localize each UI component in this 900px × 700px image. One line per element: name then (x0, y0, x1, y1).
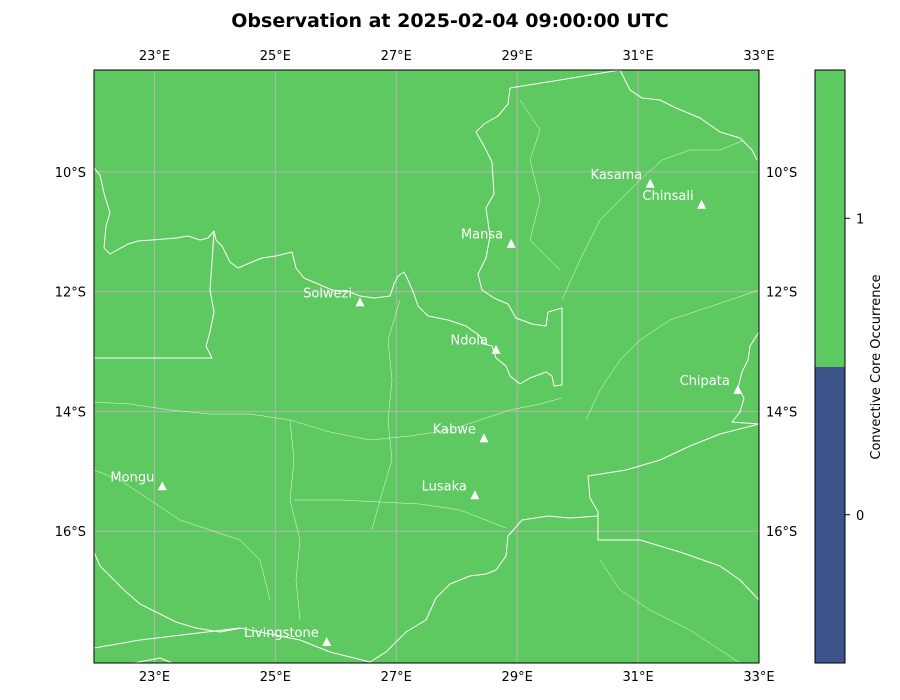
lon-tick-label-top: 27°E (381, 49, 412, 64)
city-solwezi: Solwezi (303, 286, 365, 307)
city-marker-icon (697, 199, 707, 209)
lat-tick-label-right: 12°S (766, 286, 797, 301)
city-livingstone: Livingstone (244, 626, 332, 647)
city-chinsali: Chinsali (642, 189, 707, 209)
province-line-6 (585, 289, 760, 421)
city-marker-icon (157, 481, 167, 491)
city-label: Chipata (680, 374, 730, 389)
city-label: Kabwe (433, 422, 476, 437)
botswana-border (133, 657, 173, 664)
province-line-5 (561, 139, 746, 301)
lon-tick-label-top: 23°E (139, 49, 170, 64)
lon-tick-label-bottom: 29°E (502, 670, 533, 685)
city-label: Kasama (591, 168, 643, 183)
city-label: Mongu (110, 470, 154, 485)
angola-border-south (93, 551, 243, 633)
city-marker-icon (322, 637, 332, 647)
city-label: Livingstone (244, 626, 319, 641)
map-gridlines (94, 70, 759, 663)
map-title: Observation at 2025-02-04 09:00:00 UTC (231, 10, 669, 32)
city-kabwe: Kabwe (433, 422, 489, 443)
zimbabwe-border (369, 515, 599, 663)
city-marker-icon (479, 433, 489, 443)
map-background (94, 70, 759, 663)
city-label: Solwezi (303, 286, 352, 301)
colorbar-segment-0 (815, 367, 845, 663)
lon-tick-label-bottom: 27°E (381, 670, 412, 685)
colorbar-label: Convective Core Occurrence (869, 274, 884, 459)
city-kasama: Kasama (591, 168, 655, 188)
city-marker-icon (491, 344, 501, 354)
lat-tick-label-right: 10°S (766, 166, 797, 181)
lake-tanganyika-border (509, 69, 621, 89)
tanzania-border (619, 69, 758, 161)
lat-tick-label-right: 16°S (766, 525, 797, 540)
city-markers: Kasama Chinsali Mansa Solwezi Ndola Chipata Ka… (110, 168, 743, 647)
province-line-4 (294, 499, 507, 529)
province-line-1 (93, 397, 563, 441)
province-line-3 (371, 299, 401, 531)
city-lusaka: Lusaka (422, 479, 480, 500)
city-marker-icon (733, 384, 743, 394)
namibia-caprivi-border (93, 627, 371, 663)
city-marker-icon (645, 178, 655, 188)
province-line-2 (289, 419, 301, 621)
city-chipata: Chipata (680, 374, 743, 394)
colorbar-segment-1 (815, 70, 845, 367)
province-line-8 (599, 559, 741, 664)
colorbar: 10 Convective Core Occurrence (814, 69, 884, 664)
colorbar-frame (814, 69, 846, 664)
city-marker-icon (355, 297, 365, 307)
lat-tick-label-left: 12°S (55, 286, 86, 301)
lon-tick-label-bottom: 31°E (622, 670, 653, 685)
lat-tick-label-left: 16°S (55, 525, 86, 540)
drc-pedicle-border (475, 87, 563, 385)
colorbar-ticks: 10 (845, 212, 864, 524)
zambia-border-north-west (93, 167, 563, 387)
city-mansa: Mansa (461, 228, 516, 248)
lon-tick-label-top: 33°E (743, 49, 774, 64)
lat-tick-label-right: 14°S (766, 405, 797, 420)
lon-tick-label-top: 25°E (260, 49, 291, 64)
mozambique-border (587, 423, 760, 601)
lon-tick-label-bottom: 25°E (260, 670, 291, 685)
lat-tick-label-left: 10°S (55, 166, 86, 181)
zambia-border-west-bump (94, 230, 215, 359)
province-line-7 (519, 99, 561, 271)
city-label: Chinsali (642, 189, 693, 204)
lon-tick-label-bottom: 33°E (743, 670, 774, 685)
city-ndola: Ndola (451, 334, 501, 354)
lon-tick-label-top: 31°E (622, 49, 653, 64)
city-label: Mansa (461, 228, 503, 243)
country-borders (93, 69, 760, 664)
city-label: Ndola (451, 334, 489, 349)
map-frame (93, 69, 760, 664)
city-label: Lusaka (422, 479, 467, 494)
axis-labels: 23°E 23°E 25°E 25°E 27°E 27°E 29°E 29°E 31°E 31°E… (55, 49, 798, 685)
lat-tick-label-left: 14°S (55, 405, 86, 420)
lon-tick-label-top: 29°E (502, 49, 533, 64)
colorbar-tick-label: 0 (856, 509, 864, 524)
city-marker-icon (506, 238, 516, 248)
province-line-9 (93, 469, 271, 601)
colorbar-tick-label: 1 (856, 212, 864, 227)
city-marker-icon (470, 490, 480, 500)
lon-tick-label-bottom: 23°E (139, 670, 170, 685)
city-mongu: Mongu (110, 470, 167, 491)
